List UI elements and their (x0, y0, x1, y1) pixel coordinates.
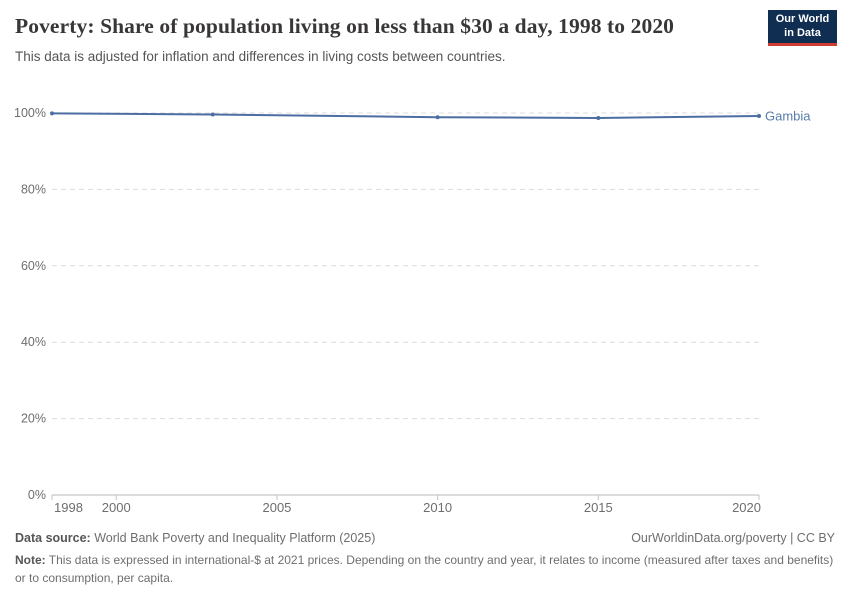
chart-footer: Data source: World Bank Poverty and Ineq… (15, 531, 835, 587)
chart-note: Note: This data is expressed in internat… (15, 551, 835, 587)
note-text: This data is expressed in international-… (15, 553, 834, 585)
chart-header: Poverty: Share of population living on l… (15, 12, 750, 66)
x-tick-label: 2000 (102, 500, 131, 515)
attribution-link[interactable]: OurWorldinData.org/poverty | CC BY (631, 531, 835, 545)
y-axis-label: 80% (21, 182, 46, 196)
data-point[interactable] (757, 114, 761, 119)
x-tick-label: 2010 (423, 500, 452, 515)
x-tick-label: 2015 (584, 500, 613, 515)
data-source-value: World Bank Poverty and Inequality Platfo… (94, 531, 376, 545)
y-axis-label: 60% (21, 259, 46, 273)
owid-logo-line2: in Data (784, 26, 821, 39)
y-axis-label: 40% (21, 335, 46, 349)
y-axis-label: 20% (21, 412, 46, 426)
y-axis-label: 100% (14, 106, 46, 120)
data-point[interactable] (210, 112, 215, 117)
data-point[interactable] (435, 115, 440, 120)
x-tick-label: 2020 (732, 500, 761, 515)
chart-subtitle: This data is adjusted for inflation and … (15, 49, 506, 65)
note-label: Note: (15, 553, 46, 567)
y-axis-label: 0% (28, 488, 46, 502)
chart-title: Poverty: Share of population living on l… (15, 14, 675, 38)
x-tick-label: 2005 (262, 500, 291, 515)
owid-logo-line1: Our World (775, 12, 830, 25)
series-line (51, 112, 760, 119)
data-source-label: Data source: (15, 531, 91, 545)
owid-logo[interactable]: Our World in Data (768, 10, 837, 46)
data-point[interactable] (50, 111, 54, 116)
data-point[interactable] (596, 115, 601, 120)
data-source: Data source: World Bank Poverty and Ineq… (15, 531, 375, 545)
entity-label[interactable]: Gambia (765, 109, 811, 124)
x-tick-label: 1998 (54, 500, 83, 515)
